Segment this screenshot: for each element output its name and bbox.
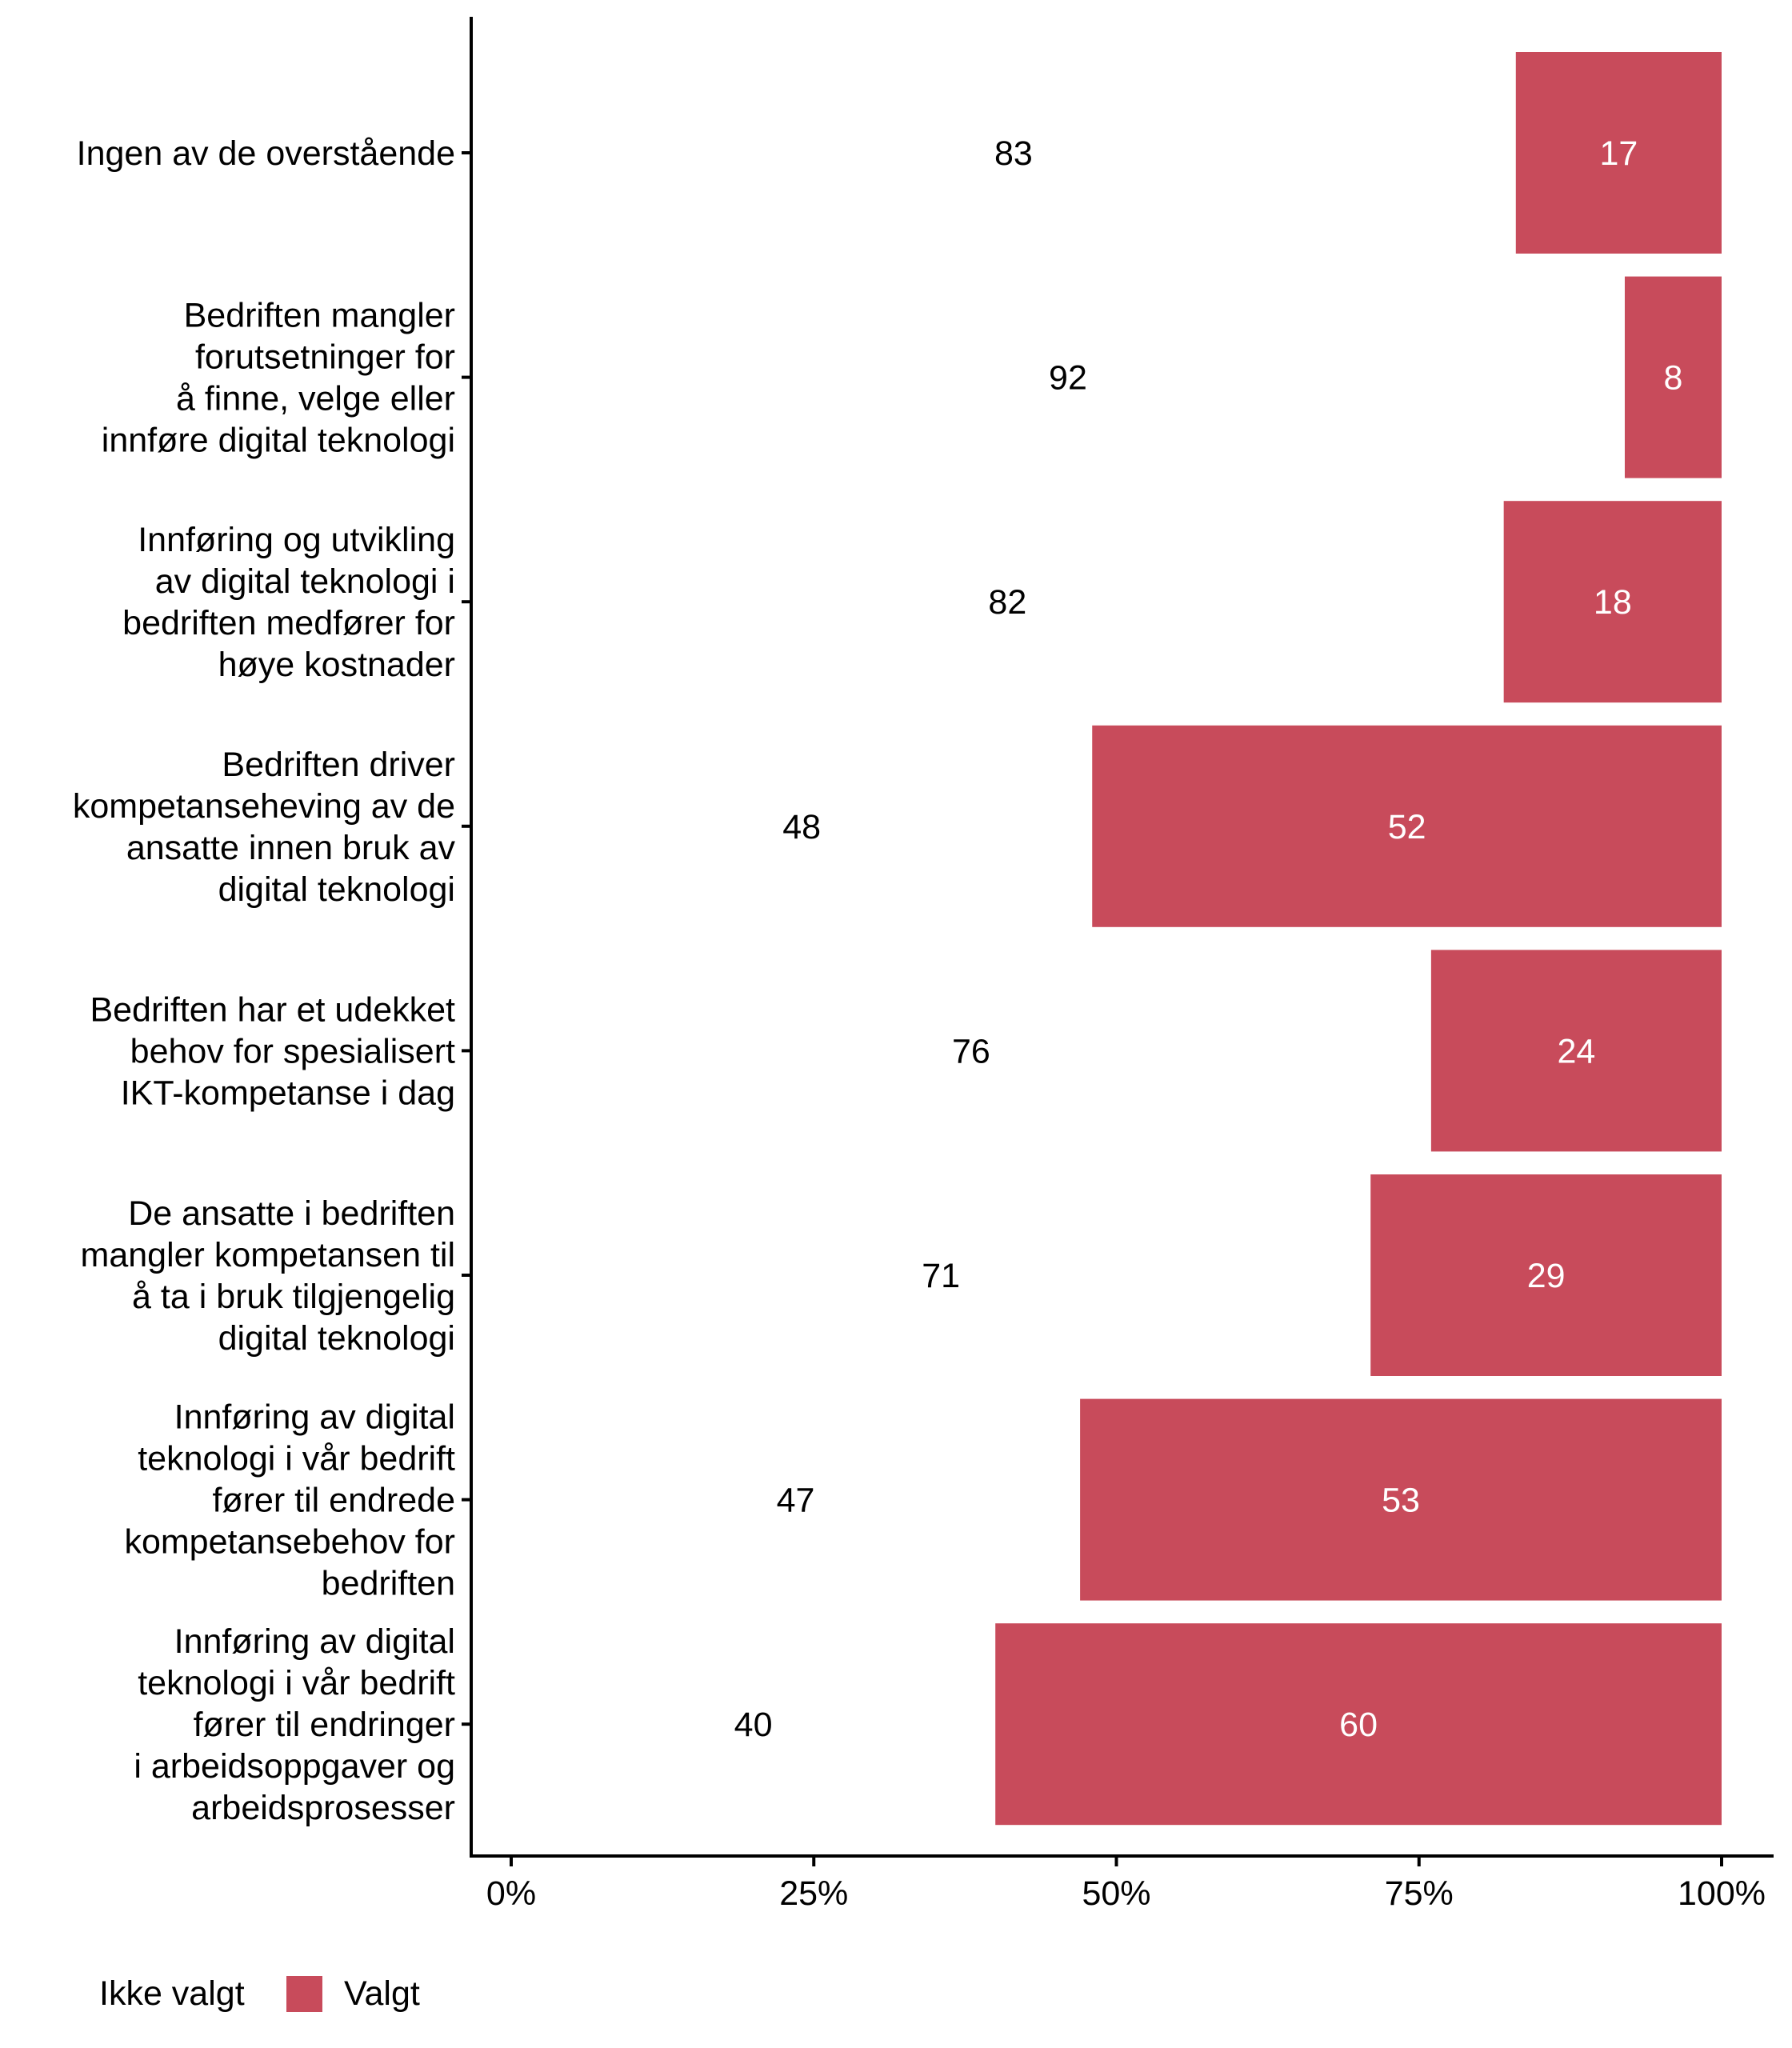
category-label: Innføring og utvikling — [138, 521, 455, 559]
category-label: IKT-kompetanse i dag — [121, 1074, 455, 1112]
category-label: Bedriften har et udekket — [90, 990, 455, 1029]
bar-valgt — [1515, 52, 1722, 254]
category-label: fører til endringer — [194, 1706, 455, 1744]
legend-key-valgt — [286, 1976, 322, 2012]
category-label: ansatte innen bruk av — [126, 829, 456, 867]
category-label: forutsetninger for — [195, 338, 455, 377]
x-tick-label: 100% — [1678, 1874, 1766, 1913]
category-label: fører til endrede — [212, 1482, 455, 1520]
bar-valgt — [1624, 276, 1722, 478]
category-label: digital teknologi — [218, 870, 455, 909]
category-label: innføre digital teknologi — [102, 422, 455, 460]
bar-valgt — [1430, 950, 1722, 1152]
category-label: bedriften medfører for — [122, 604, 455, 642]
category-label: å finne, velge eller — [176, 380, 455, 418]
x-tick-label: 25% — [779, 1874, 848, 1913]
x-tick-label: 50% — [1082, 1874, 1150, 1913]
category-label: De ansatte i bedriften — [128, 1194, 455, 1233]
category-label: behov for spesialisert — [130, 1032, 455, 1070]
category-label: Bedriften mangler — [184, 297, 455, 335]
bar-valgt — [1370, 1174, 1722, 1376]
value-label-valgt: 60 — [1339, 1706, 1378, 1744]
category-label: av digital teknologi i — [155, 562, 455, 601]
category-label: Innføring av digital — [174, 1622, 455, 1661]
category-label: i arbeidsoppgaver og — [134, 1747, 455, 1786]
category-label: kompetansebehov for — [124, 1523, 455, 1562]
bar-valgt — [995, 1623, 1722, 1826]
value-label-valgt: 53 — [1382, 1482, 1420, 1520]
bar-valgt — [1503, 501, 1722, 703]
category-label: arbeidsprosesser — [191, 1789, 455, 1827]
bar-valgt — [1092, 725, 1722, 927]
value-label-ikke-valgt: 48 — [782, 808, 821, 846]
category-label: Innføring av digital — [174, 1398, 455, 1437]
category-label: digital teknologi — [218, 1319, 455, 1358]
value-label-valgt: 24 — [1558, 1032, 1596, 1070]
legend-label-valgt: Valgt — [344, 1974, 420, 2013]
category-label: høye kostnader — [218, 646, 455, 684]
value-label-valgt: 29 — [1527, 1257, 1566, 1295]
bar-valgt — [1080, 1398, 1722, 1601]
category-labels-layer: Ingen av de overstående Bedriften mangler… — [73, 134, 471, 1827]
category-label: Bedriften driver — [222, 746, 455, 784]
value-label-valgt: 52 — [1388, 808, 1426, 846]
value-labels-layer: 83 17 92 8 82 18 48 52 76 24 71 29 47 53 40 60 — [734, 134, 1683, 1744]
category-label: bedriften — [322, 1565, 455, 1603]
category-label: mangler kompetansen til — [81, 1236, 455, 1274]
x-ticks-layer: 0% 25% 50% 75% 100% — [486, 1856, 1766, 1913]
value-label-ikke-valgt: 92 — [1049, 359, 1087, 398]
value-label-ikke-valgt: 82 — [988, 583, 1026, 622]
category-label: Ingen av de overstående — [77, 134, 455, 173]
value-label-ikke-valgt: 40 — [734, 1706, 773, 1744]
x-tick-label: 75% — [1385, 1874, 1454, 1913]
value-label-ikke-valgt: 71 — [922, 1257, 960, 1295]
value-label-valgt: 18 — [1594, 583, 1632, 622]
category-label: kompetanseheving av de — [73, 787, 455, 826]
x-tick-label: 0% — [486, 1874, 536, 1913]
category-label: å ta i bruk tilgjengelig — [132, 1278, 455, 1316]
legend-label-ikke-valgt: Ikke valgt — [99, 1974, 245, 2013]
category-label: teknologi i vår bedrift — [138, 1440, 455, 1478]
value-label-ikke-valgt: 76 — [952, 1032, 990, 1070]
axes-layer — [470, 17, 1774, 1858]
bars-layer — [995, 52, 1722, 1826]
value-label-valgt: 8 — [1664, 359, 1683, 398]
value-label-valgt: 17 — [1599, 134, 1638, 173]
value-label-ikke-valgt: 83 — [994, 134, 1033, 173]
legend: Ikke valgt Valgt — [99, 1974, 420, 2013]
category-label: teknologi i vår bedrift — [138, 1664, 455, 1702]
value-label-ikke-valgt: 47 — [777, 1482, 815, 1520]
